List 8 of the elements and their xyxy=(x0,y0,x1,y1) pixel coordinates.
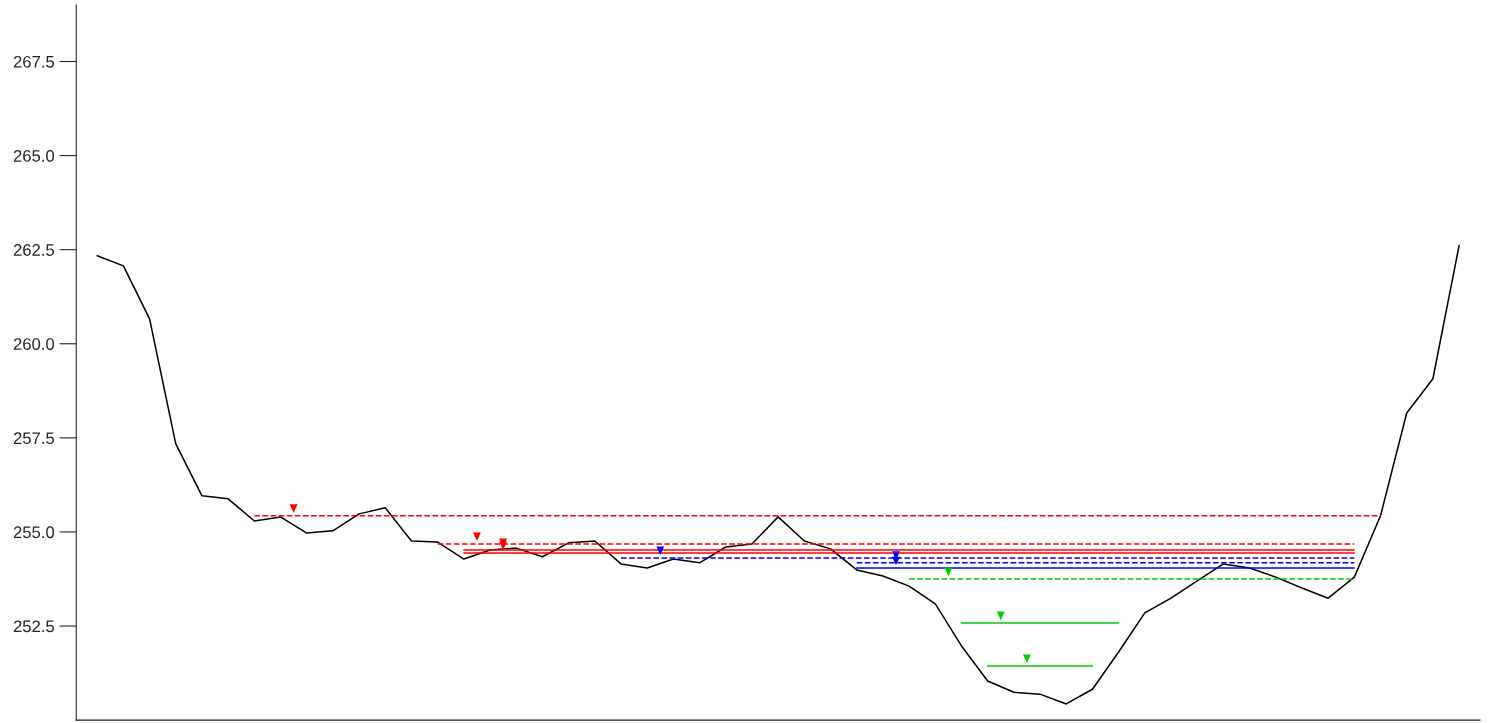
y-tick-label: 267.5 xyxy=(13,55,55,68)
y-tick-label: 265.0 xyxy=(13,150,55,162)
y-tick-label: 252.5 xyxy=(13,620,55,633)
y-tick-label: 260.0 xyxy=(13,338,55,350)
y-tick-label: 257.5 xyxy=(13,432,55,445)
y-tick-label: 262.5 xyxy=(13,244,55,256)
line-series xyxy=(96,244,1460,705)
y-tick-label: 255.0 xyxy=(13,526,55,539)
